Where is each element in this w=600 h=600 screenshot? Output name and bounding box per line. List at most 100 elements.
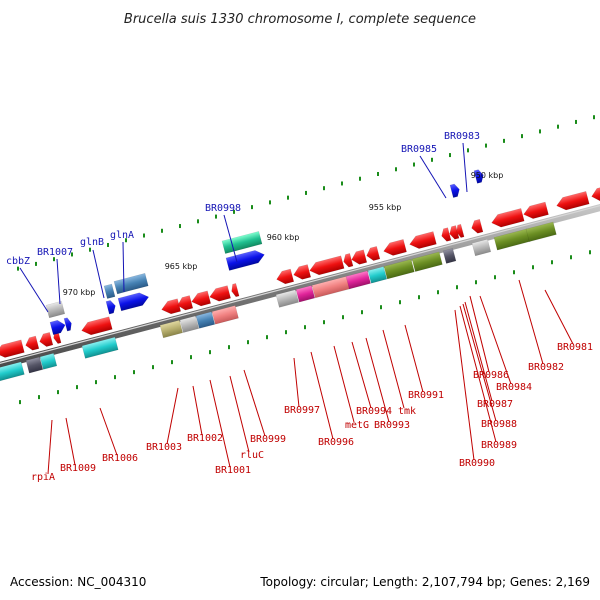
- gene-label: BR1001: [215, 465, 251, 476]
- scale-dot-lower: [171, 360, 173, 365]
- gene-color-box: [159, 319, 183, 339]
- gene-label: BR0982: [528, 362, 564, 373]
- scale-dot-lower: [494, 275, 496, 280]
- gene-red-arrow: [39, 332, 54, 347]
- scale-dot-upper: [35, 261, 37, 266]
- scale-dot-upper: [395, 167, 397, 172]
- gene-color-box: [0, 361, 25, 382]
- gene-label: BR0989: [481, 440, 517, 451]
- scale-label: 950 kbp: [471, 171, 504, 180]
- gene-upper: [221, 231, 263, 254]
- map-title: Brucella suis 1330 chromosome I, complet…: [124, 12, 476, 27]
- scale-dot-lower: [95, 380, 97, 385]
- scale-dot-upper: [359, 176, 361, 181]
- scale-dot-upper: [341, 181, 343, 186]
- scale-label: 960 kbp: [267, 233, 300, 242]
- scale-dot-lower: [114, 375, 116, 380]
- gene-label: BR0993: [374, 420, 410, 431]
- gene-upper: [45, 300, 66, 319]
- gene-red-arrow: [177, 295, 194, 311]
- scale-dot-upper: [71, 252, 73, 257]
- gene-red-arrow: [383, 239, 407, 256]
- gene-color-box: [442, 248, 457, 264]
- scale-dot-upper: [377, 171, 379, 176]
- scale-dot-upper: [287, 195, 289, 200]
- scale-dot-upper: [503, 138, 505, 143]
- scale-dot-lower: [589, 250, 591, 255]
- leader-line: [351, 341, 372, 409]
- leader-line: [404, 324, 424, 393]
- scale-dot-upper: [575, 119, 577, 124]
- gene-label: BR0998: [205, 203, 241, 214]
- gene-label: BR0997: [284, 405, 320, 416]
- scale-dot-lower: [247, 340, 249, 345]
- scale-dot-upper: [215, 214, 217, 219]
- leader-line: [293, 357, 300, 408]
- leader-line: [419, 155, 447, 199]
- scale-dot-upper: [485, 143, 487, 148]
- leader-line: [19, 267, 49, 313]
- gene-upper: [63, 317, 72, 332]
- label-leader-lines: [19, 142, 574, 475]
- gene-upper: [117, 292, 150, 312]
- gene-color-box: [39, 352, 58, 370]
- gene-label: BR0990: [459, 458, 495, 469]
- scale-dot-lower: [437, 290, 439, 295]
- scale-dot-lower: [342, 315, 344, 320]
- gene-red-arrow: [309, 255, 345, 276]
- gene-color-box: [411, 251, 443, 272]
- scale-label: 965 kbp: [165, 262, 198, 271]
- scale-dot-upper: [413, 162, 415, 167]
- scale-label: 970 kbp: [63, 288, 96, 297]
- scale-dot-upper: [197, 219, 199, 224]
- leader-line: [459, 305, 497, 443]
- gene-label: BR0996: [318, 437, 354, 448]
- gene-color-box: [179, 315, 200, 333]
- gene-label: BR1009: [60, 463, 96, 474]
- gene-color-box: [211, 305, 239, 325]
- gene-upper: [105, 300, 116, 315]
- scale-dot-lower: [76, 385, 78, 390]
- leader-line: [310, 351, 334, 440]
- gene-red-arrow: [161, 298, 182, 315]
- scale-dot-lower: [551, 260, 553, 265]
- gene-upper: [473, 169, 484, 184]
- leader-line: [243, 369, 266, 437]
- gene-color-box: [367, 266, 388, 284]
- leader-line: [92, 249, 105, 299]
- scale-dot-lower: [361, 310, 363, 315]
- scale-dot-lower: [418, 295, 420, 300]
- gene-label: cbbZ: [6, 256, 30, 267]
- gene-color-box: [383, 258, 415, 280]
- leader-line: [479, 295, 512, 385]
- leader-line: [56, 258, 61, 305]
- gene-label: BR0994: [356, 406, 392, 417]
- leader-line: [454, 309, 475, 461]
- scale-dot-lower: [228, 345, 230, 350]
- gene-color-box: [345, 270, 371, 290]
- scale-dot-upper: [539, 129, 541, 134]
- scale-dot-upper: [521, 134, 523, 139]
- gene-label: BR0991: [408, 390, 444, 401]
- gene-red-arrow: [523, 201, 549, 219]
- gene-label: rluC: [240, 450, 264, 461]
- chromosome-backbone: [0, 204, 600, 369]
- gene-red-arrow: [191, 290, 212, 307]
- scale-dot-upper: [467, 148, 469, 153]
- scale-dot-upper: [143, 233, 145, 238]
- gene-color-box: [195, 311, 216, 329]
- gene-label: BR0987: [477, 399, 513, 410]
- gene-label: BR1003: [146, 442, 182, 453]
- gene-label: glnB: [80, 237, 104, 248]
- gene-red-arrow: [556, 191, 590, 211]
- gene-label: BR0985: [401, 144, 437, 155]
- scale-dot-upper: [161, 228, 163, 233]
- gene-label: metG: [345, 420, 369, 431]
- gene-upper: [449, 183, 460, 198]
- leader-line: [333, 345, 355, 423]
- scale-dot-lower: [57, 390, 59, 395]
- scale-dot-lower: [38, 395, 40, 400]
- scale-dot-lower: [456, 285, 458, 290]
- gene-upper: [103, 283, 116, 299]
- scale-dot-upper: [269, 200, 271, 205]
